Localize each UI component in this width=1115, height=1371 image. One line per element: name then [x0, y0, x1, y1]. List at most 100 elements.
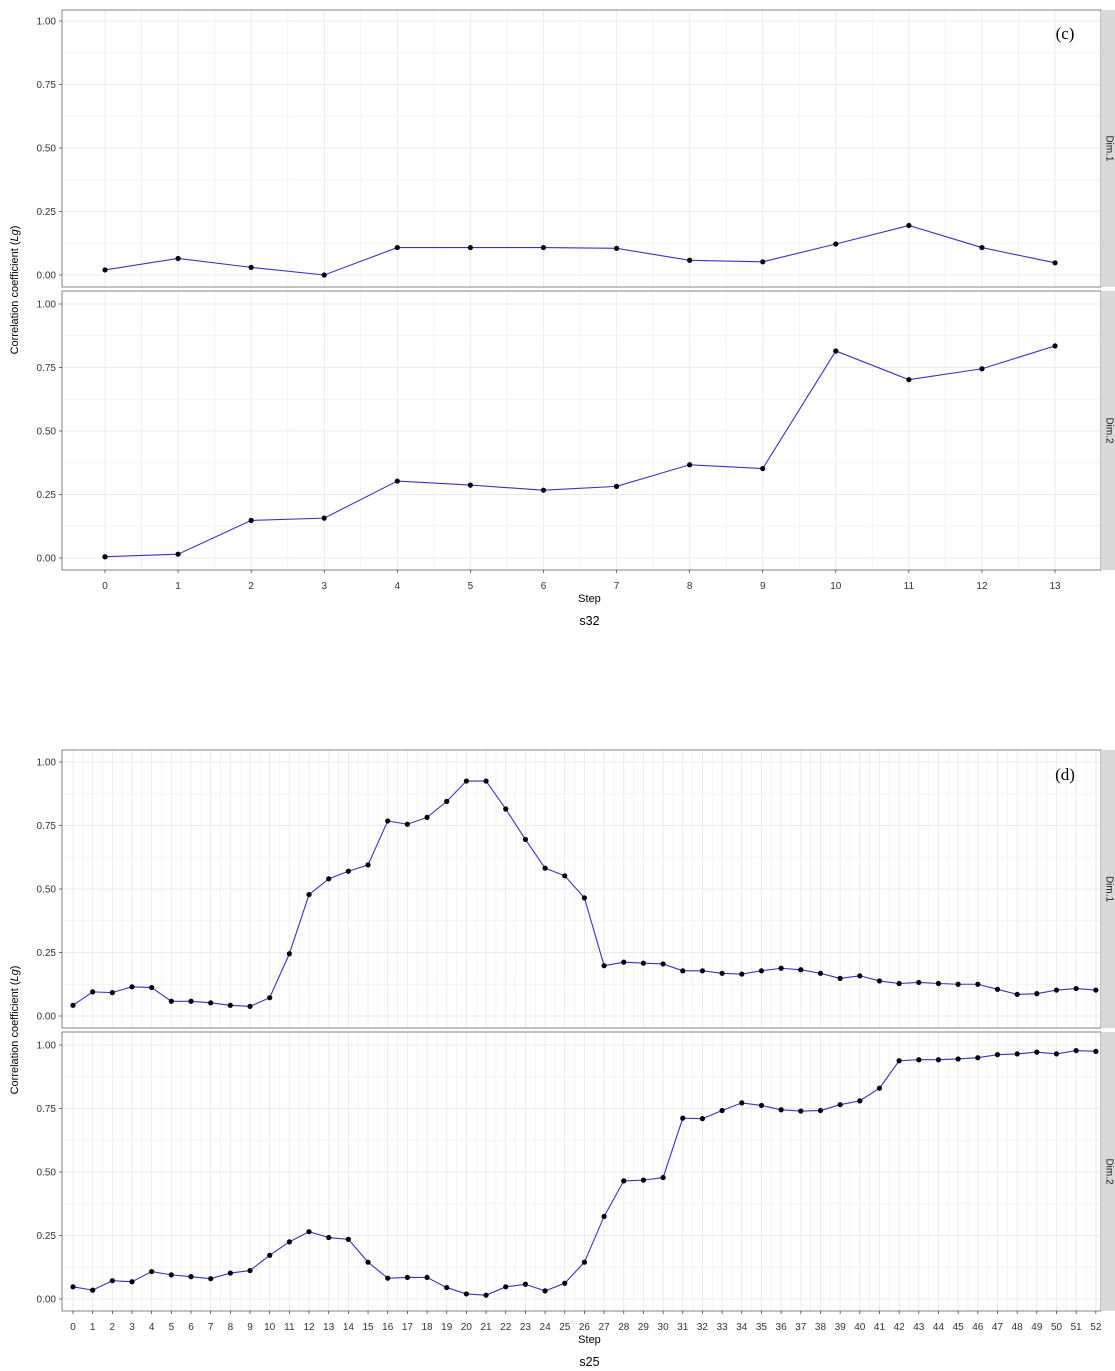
x-tick-label: 12 — [976, 581, 988, 592]
data-point — [394, 478, 400, 484]
data-point — [601, 1213, 607, 1220]
data-point — [562, 1280, 568, 1286]
x-tick-label: 41 — [874, 1322, 886, 1333]
x-tick-label: 5 — [468, 581, 474, 592]
data-point — [994, 1052, 1001, 1058]
y-tick-label: 1.00 — [37, 1041, 57, 1052]
x-tick-label: 7 — [208, 1322, 214, 1333]
x-tick-label: 2 — [248, 581, 254, 592]
chart-0: 0.00 0.25 0.50 0.75 1.00 Dim.1 0.00 0.25 0.50 0.7… — [9, 9, 1115, 628]
y-tick-label: 0.75 — [37, 821, 57, 832]
data-point — [467, 244, 473, 251]
x-tick-label: 38 — [815, 1322, 827, 1333]
x-tick-label: 48 — [1012, 1322, 1024, 1333]
data-point — [424, 1274, 430, 1281]
data-point — [90, 1287, 96, 1293]
data-point — [798, 1108, 804, 1114]
x-tick-label: 14 — [343, 1322, 355, 1333]
data-point — [833, 241, 839, 247]
data-point — [837, 975, 843, 982]
x-tick-label: 8 — [228, 1322, 234, 1333]
x-tick-label: 3 — [321, 581, 327, 592]
data-point — [321, 515, 327, 521]
data-point — [404, 821, 410, 827]
x-tick-label: 29 — [638, 1322, 650, 1333]
data-point — [739, 971, 745, 977]
x-tick-label: 1 — [90, 1322, 96, 1333]
y-tick-label: 0.50 — [37, 1168, 57, 1179]
data-point — [687, 257, 693, 263]
data-point — [601, 963, 607, 969]
data-point — [424, 814, 430, 820]
chart-caption: s32 — [579, 614, 599, 628]
x-tick-label: 26 — [579, 1322, 591, 1333]
x-tick-label: 9 — [247, 1322, 253, 1333]
data-point — [345, 1236, 351, 1242]
x-tick-label: 32 — [697, 1322, 709, 1333]
data-point — [321, 272, 327, 278]
facet-strip-label: Dim.2 — [1103, 1158, 1114, 1185]
data-point — [979, 366, 985, 372]
y-tick-label: 0.00 — [37, 1012, 57, 1023]
x-tick-label: 31 — [677, 1322, 689, 1333]
data-point — [876, 1085, 883, 1091]
data-point — [660, 961, 666, 967]
data-point — [1053, 987, 1060, 993]
x-tick-label: 11 — [904, 581, 915, 592]
data-point — [345, 868, 351, 874]
x-tick-label: 4 — [149, 1322, 155, 1333]
data-point — [760, 465, 766, 472]
x-tick-label: 6 — [188, 1322, 194, 1333]
x-tick-label: 6 — [541, 581, 547, 592]
data-point — [70, 1284, 76, 1290]
data-point — [326, 1234, 332, 1241]
data-point — [975, 1055, 981, 1061]
data-point — [90, 989, 96, 995]
x-tick-label: 10 — [264, 1322, 276, 1333]
data-point — [719, 1107, 725, 1114]
facet-strip — [1101, 291, 1115, 570]
x-tick-label: 8 — [687, 581, 693, 592]
x-tick-label: 28 — [618, 1322, 630, 1333]
data-point — [306, 1229, 312, 1235]
x-tick-label: 35 — [756, 1322, 768, 1333]
series-line-Dim2 — [104, 345, 1056, 558]
data-point — [817, 1107, 824, 1114]
data-point — [906, 222, 912, 229]
data-point — [935, 1057, 942, 1063]
data-point — [876, 978, 883, 984]
data-point — [758, 1102, 765, 1109]
data-point — [798, 967, 804, 973]
y-tick-label: 1.00 — [37, 17, 57, 28]
data-point — [129, 1279, 135, 1285]
data-point — [175, 255, 181, 262]
x-tick-label: 34 — [736, 1322, 748, 1333]
data-point — [979, 244, 985, 251]
data-point — [175, 551, 181, 557]
x-tick-label: 25 — [559, 1322, 571, 1333]
x-axis-title: Step — [578, 1334, 601, 1346]
x-tick-label: 21 — [481, 1322, 493, 1333]
data-point — [837, 1102, 843, 1108]
x-tick-label: 12 — [303, 1322, 315, 1333]
data-point — [444, 798, 450, 804]
x-tick-label: 10 — [830, 581, 842, 592]
y-tick-label: 1.00 — [37, 758, 57, 769]
data-point — [896, 980, 902, 987]
facet-strip — [1101, 10, 1115, 287]
data-point — [286, 951, 292, 957]
x-tick-label: 47 — [992, 1322, 1004, 1333]
x-tick-label: 36 — [776, 1322, 788, 1333]
data-point — [483, 778, 489, 784]
data-point — [1052, 343, 1058, 349]
x-tick-label: 24 — [540, 1322, 552, 1333]
data-point — [168, 1272, 174, 1278]
data-point — [1014, 991, 1020, 998]
x-tick-label: 39 — [835, 1322, 847, 1333]
data-point — [955, 981, 961, 987]
data-point — [581, 895, 588, 901]
facet-Dim1: 0.00 0.25 0.50 0.75 1.00 Dim.1 — [37, 9, 1115, 288]
data-point — [955, 1056, 961, 1062]
data-point — [687, 462, 693, 468]
